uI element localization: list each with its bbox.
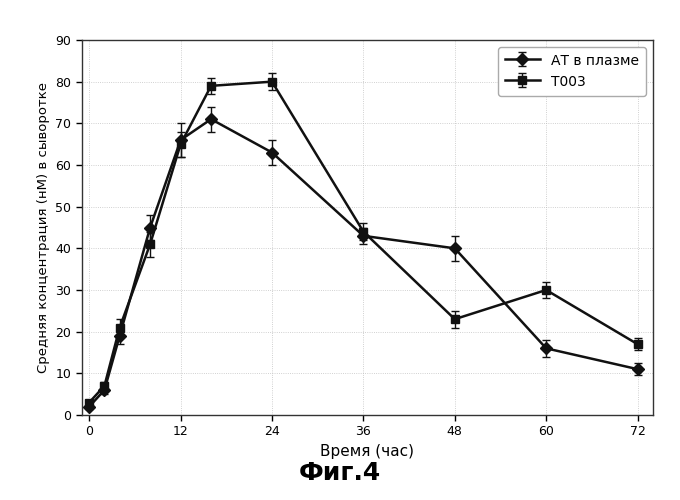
Text: Фиг.4: Фиг.4 <box>299 461 381 485</box>
Y-axis label: Средняя концентрация (нМ) в сыворотке: Средняя концентрация (нМ) в сыворотке <box>37 82 50 373</box>
X-axis label: Время (час): Время (час) <box>320 444 414 459</box>
Legend: АТ в плазме, Т003: АТ в плазме, Т003 <box>498 47 646 96</box>
